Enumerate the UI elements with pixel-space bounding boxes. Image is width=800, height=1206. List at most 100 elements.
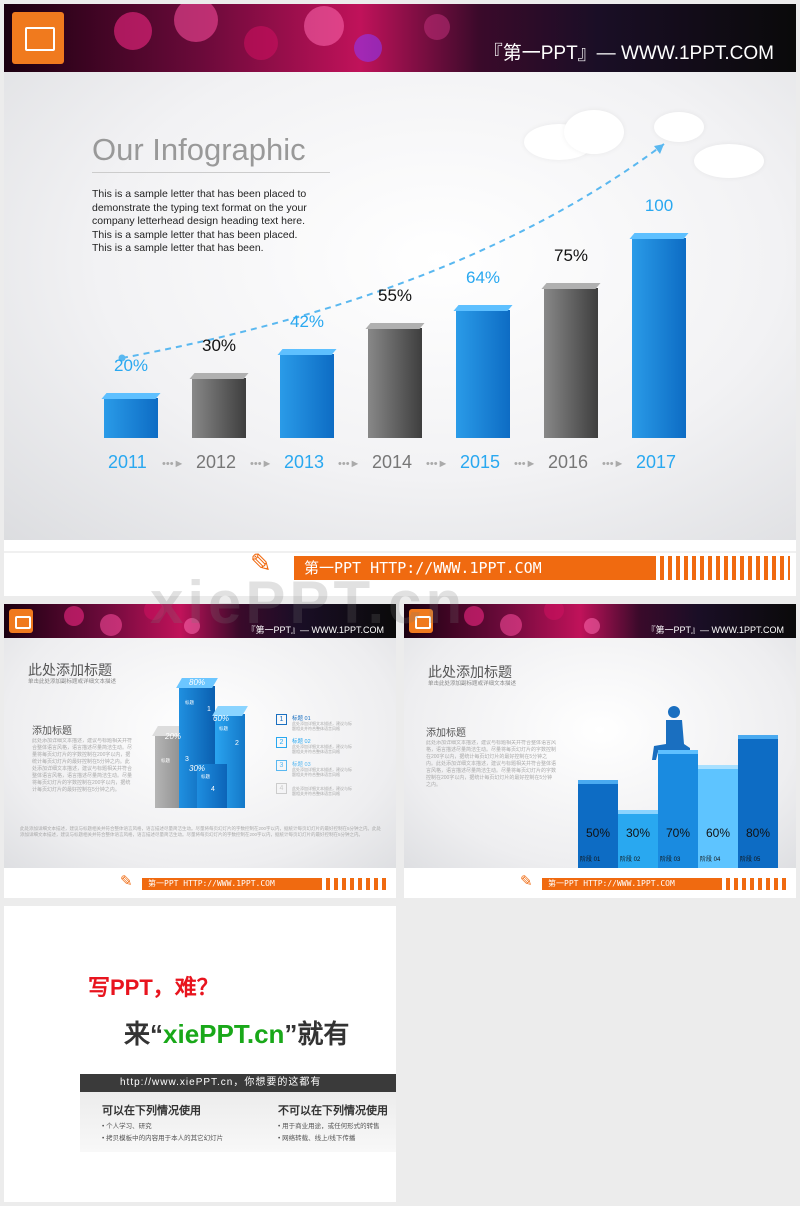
ad-slide: 写PPT，难？ 来“xiePPT.cn”就有 http://www.xiePPT… — [4, 906, 396, 1202]
pencil-icon: ✎ — [250, 548, 272, 578]
pencil-icon: ✎ — [520, 873, 533, 890]
pencil-icon: ✎ — [120, 873, 133, 890]
can-use-item: • 拷贝模板中的内容用于本人的其它幻灯片 — [102, 1135, 224, 1142]
chart-bar-2014 — [365, 323, 425, 438]
stage-value-label: 70% — [665, 826, 691, 840]
can-use-item: • 个人学习、研究 — [102, 1123, 152, 1130]
title-underline — [92, 172, 330, 173]
slide-1-footer-stripe — [4, 551, 796, 553]
list-item: 2 标题 02 此处添加详细文本描述，建议与标题相关并符合整体语言风格 — [276, 737, 386, 760]
bar-value-label: 75% — [553, 246, 589, 265]
can-use-title: 可以在下列情况使用 — [102, 1105, 201, 1117]
chart-bar-2012 — [189, 373, 249, 438]
list-item: 4 此处添加详细文本描述，建议与标题相关并符合整体语言风格 — [276, 783, 386, 806]
section-title: 添加标题 — [32, 726, 72, 737]
site-title: 『第一PPT』— WWW.1PPT.COM — [483, 43, 774, 64]
ad-line-2: 来“xiePPT.cn”就有 — [124, 1019, 350, 1049]
cube-label-30: 30% — [189, 764, 206, 773]
ppt-logo-icon — [409, 609, 433, 633]
cube-label-80: 80% — [189, 678, 206, 687]
chart-bar-2011 — [101, 393, 161, 438]
ad-url-bar[interactable]: http://www.xiePPT.cn，你想要的这都有 — [80, 1074, 396, 1092]
footer-stripes — [326, 878, 390, 890]
stage-category-label: 阶段 04 — [700, 857, 721, 863]
site-title: 『第一PPT』— WWW.1PPT.COM — [246, 625, 384, 635]
chart-bar-2017 — [629, 233, 689, 438]
stage-bar-3 — [658, 750, 698, 868]
stage-value-label: 80% — [745, 826, 771, 840]
stage-bar-5 — [738, 735, 778, 868]
cube-tag: 标题 — [185, 700, 194, 705]
x-tick-2014: 2014 — [372, 452, 413, 472]
ppt-logo-icon — [9, 609, 33, 633]
section-title: 添加标题 — [426, 728, 466, 739]
ad-usage-box — [80, 1092, 396, 1152]
x-tick-2017: 2017 — [636, 452, 677, 472]
cube-chart: 80% 60% 20% 30% 1 2 3 4 标题 标题 标题 标题 — [149, 678, 259, 818]
bar-value-label: 100 — [644, 196, 674, 215]
cube-number-4: 4 — [211, 786, 215, 793]
slide-3-title: 此处添加标题 — [428, 664, 512, 680]
slide-2-subtitle: 单击此处添加副标题或详细文本描述 — [28, 679, 117, 685]
trend-curve — [118, 143, 665, 362]
stage-category-label: 阶段 03 — [660, 857, 681, 863]
slide-3-subtitle: 单击此处添加副标题或详细文本描述 — [428, 681, 517, 687]
stage-category-label: 阶段 02 — [620, 857, 641, 863]
footer-url: 第一PPT HTTP://WWW.1PPT.COM — [142, 878, 322, 890]
footer-stripes — [660, 556, 790, 580]
footer-url: 第一PPT HTTP://WWW.1PPT.COM — [542, 878, 722, 890]
cube-tag: 标题 — [201, 774, 210, 779]
stage-bar-2 — [618, 810, 658, 868]
arrow-icon: •••► — [426, 458, 449, 470]
bar-value-label: 20% — [113, 356, 149, 375]
stage-value-label: 60% — [705, 826, 731, 840]
arrow-icon: •••► — [514, 458, 537, 470]
stage-category-label: 阶段 01 — [580, 857, 601, 863]
bar-value-label: 42% — [289, 312, 325, 331]
slide-2-title: 此处添加标题 — [28, 662, 112, 678]
x-tick-2012: 2012 — [196, 452, 237, 472]
x-tick-2016: 2016 — [548, 452, 589, 472]
cube-number-2: 2 — [235, 740, 239, 747]
stage-value-label: 30% — [625, 826, 651, 840]
ppt-logo-icon — [12, 12, 64, 64]
bar-value-label: 30% — [201, 336, 237, 355]
bottom-text: 此处添加详细文本描述，建议与标题相关并符合整体语言风格，语言描述尽量简洁生动。尽… — [20, 826, 382, 837]
arrow-icon: •••► — [162, 458, 185, 470]
chart-bar-2016 — [541, 283, 601, 438]
brand-link[interactable]: xiePPT.cn — [163, 1019, 285, 1049]
cannot-use-item: • 网络转载、线上/线下传播 — [278, 1135, 356, 1142]
cannot-use-title: 不可以在下列情况使用 — [278, 1105, 388, 1117]
cube-number-1: 1 — [207, 706, 211, 713]
chart-bar-2013 — [277, 349, 337, 438]
site-title: 『第一PPT』— WWW.1PPT.COM — [646, 625, 784, 635]
cube-label-20: 20% — [165, 732, 182, 741]
slide-2: 『第一PPT』— WWW.1PPT.COM 此处添加标题 单击此处添加副标题或详… — [4, 604, 396, 898]
section-body: 此处添加详细文本描述，建议与标题相关并符合整体语言风格，语言描述尽量简洁生动。尽… — [32, 738, 132, 793]
footer-url: 第一PPT HTTP://WWW.1PPT.COM — [294, 556, 656, 580]
arrow-icon: •••► — [338, 458, 361, 470]
ad-line-1: 写PPT，难？ — [88, 975, 219, 1000]
footer-stripes — [726, 878, 790, 890]
stage-category-label: 阶段 05 — [740, 857, 761, 863]
cube-label-60: 60% — [213, 714, 230, 723]
stage-bar-4 — [698, 765, 738, 868]
watermark: xiePPT.cn — [150, 569, 467, 636]
sitting-man-icon — [652, 706, 690, 766]
slide-1: 『第一PPT』— WWW.1PPT.COM Our Infographic Th… — [4, 4, 796, 596]
arrow-icon: •••► — [250, 458, 273, 470]
slide-1-banner — [4, 4, 796, 72]
cube-number-3: 3 — [185, 756, 189, 763]
list-item: 3 标题 03 此处添加详细文本描述，建议与标题相关并符合整体语言风格 — [276, 760, 386, 783]
growth-bar-chart: 20% 2011 •••► 30% 2012 •••► 42% 2013 •••► 55% 2014… — [4, 4, 796, 596]
stage-bar-1 — [578, 780, 618, 868]
x-tick-2011: 2011 — [108, 452, 147, 472]
bar-value-label: 55% — [377, 286, 413, 305]
section-body: 此处添加详细文本描述，建议与标题相关并符合整体语言风格，语言描述尽量简洁生动。尽… — [426, 740, 556, 788]
page-title: Our Infographic — [92, 132, 306, 167]
slide-3: 『第一PPT』— WWW.1PPT.COM 此处添加标题 单击此处添加副标题或详… — [404, 604, 796, 898]
arrow-icon: •••► — [602, 458, 625, 470]
cube-tag: 标题 — [161, 758, 170, 763]
bar-value-label: 64% — [465, 268, 501, 287]
list-item: 1 标题 01 此处添加详细文本描述，建议与标题相关并符合整体语言风格 — [276, 714, 386, 737]
